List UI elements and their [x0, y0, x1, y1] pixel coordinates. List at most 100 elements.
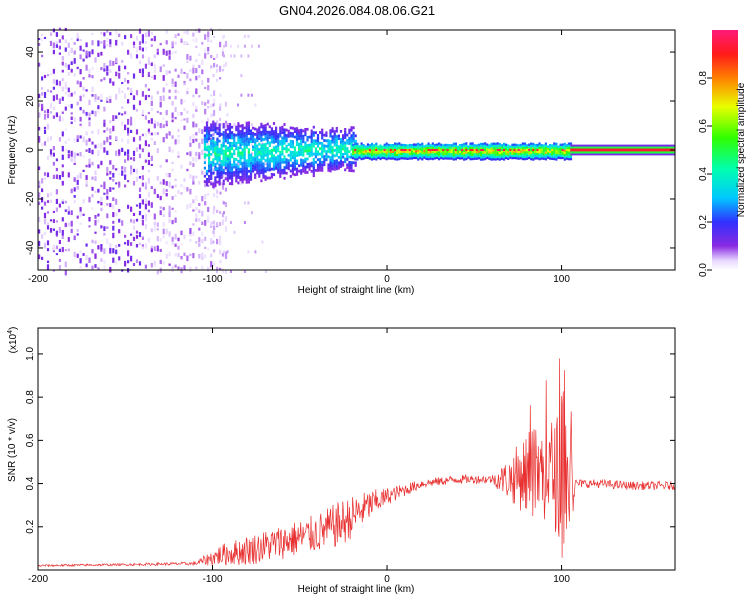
spectrogram-cell — [228, 136, 232, 140]
spectrogram-cell — [213, 224, 216, 231]
spectrogram-cell — [402, 157, 405, 160]
spectrogram-cell — [203, 147, 206, 151]
spectrogram-cell — [448, 150, 451, 154]
spectrogram-cell — [127, 180, 130, 183]
spectrogram-cell — [168, 173, 171, 178]
spectrogram-cell — [254, 160, 257, 163]
spectrogram-cell — [329, 161, 332, 165]
spectrogram-cell — [135, 129, 139, 135]
spectrogram-cell — [511, 152, 514, 155]
spectrogram-cell — [192, 175, 195, 182]
spectrogram-cell — [240, 74, 243, 78]
spectrogram-cell — [567, 149, 570, 152]
spectrogram-cell — [212, 230, 215, 234]
spectrogram-cell — [360, 146, 363, 150]
spectrogram-cell — [239, 138, 242, 141]
spectrogram-cell — [235, 144, 238, 148]
spectrogram-cell — [216, 120, 219, 126]
spectrogram-cell — [79, 81, 82, 88]
spectrogram-cell — [549, 155, 552, 158]
spectrogram-cell — [502, 158, 506, 161]
spectrogram-cell — [325, 144, 328, 148]
spectrogram-cell — [171, 41, 174, 48]
spectrogram-cell — [505, 156, 508, 160]
spectrogram-cell — [333, 140, 336, 144]
spectrogram-cell — [425, 148, 428, 152]
spectrogram-cell — [366, 143, 369, 146]
spectrogram-cell — [258, 148, 261, 151]
spectrogram-cell — [396, 142, 399, 146]
spectrogram-cell — [452, 151, 455, 154]
spectrogram-cell — [174, 89, 177, 94]
spectrogram-cell — [41, 206, 44, 210]
spectrogram-cell — [226, 141, 229, 144]
spectrogram-cell — [201, 239, 204, 244]
spectrogram-cell — [82, 93, 85, 98]
spectrogram-cell — [233, 157, 236, 161]
spectrogram-cell — [534, 144, 537, 147]
spectrogram-cell — [534, 150, 537, 153]
spectrogram-cell — [165, 110, 168, 116]
spectrogram-cell — [100, 207, 103, 212]
spectrogram-cell — [304, 160, 307, 164]
spectrogram-cell — [210, 94, 213, 97]
spectrogram-cell — [216, 222, 219, 227]
spectrogram-cell — [456, 147, 459, 151]
spectrogram-cell — [252, 132, 255, 135]
spectrogram-cell — [218, 172, 221, 175]
spectrogram-cell — [450, 150, 453, 154]
spectrogram-cell — [112, 61, 115, 66]
spectrogram-cell — [446, 157, 449, 160]
spectrogram-cell — [335, 129, 338, 133]
spectrogram-cell — [118, 173, 121, 176]
spectrogram-cell — [218, 166, 221, 170]
spectrogram-cell — [463, 142, 466, 146]
spectrogram-cell — [553, 155, 556, 158]
spectrogram-cell — [247, 148, 250, 152]
spectrogram-cell — [427, 155, 430, 159]
spectrogram-cell — [438, 153, 441, 156]
spectrogram-cell — [224, 147, 227, 151]
spectrogram-cell — [121, 82, 124, 84]
spectrogram-cell — [97, 105, 100, 110]
spectrogram-cell — [252, 167, 255, 170]
spectrogram-cell — [64, 249, 67, 252]
spectrogram-cell — [398, 151, 401, 154]
spectrogram-cell — [268, 163, 271, 166]
spectrogram-cell — [64, 27, 67, 31]
spectrogram-cell — [224, 120, 228, 124]
spectrogram-cell — [174, 95, 177, 100]
spectrogram-cell — [555, 144, 558, 148]
spectrogram-cell — [553, 144, 556, 147]
spectrogram-cell — [118, 181, 121, 186]
spectrogram-cell — [201, 80, 204, 86]
spectrogram-cell — [362, 148, 365, 151]
spectrogram-cell — [331, 129, 334, 133]
spectrogram-cell — [100, 93, 103, 99]
spectrogram-cell — [316, 158, 320, 162]
spectrogram-cell — [162, 232, 165, 239]
spectrogram-cell — [553, 153, 556, 156]
spectrogram-cell — [404, 149, 408, 151]
spectrogram-cell — [100, 184, 103, 188]
spectrogram-cell — [385, 151, 388, 154]
spectrogram-cell — [228, 158, 232, 161]
spectrogram-cell — [216, 68, 219, 73]
spectrogram-cell — [417, 158, 420, 161]
spectrogram-cell — [379, 153, 382, 156]
spectrogram-cell — [49, 40, 53, 46]
spectrogram-cell — [348, 169, 351, 172]
spectrogram-cell — [231, 177, 234, 180]
spectrogram-cell — [254, 157, 257, 161]
spectrogram-cell — [279, 169, 282, 173]
spectrogram-cell — [97, 109, 100, 114]
spectrogram-cell — [559, 154, 562, 157]
spectrogram-cell — [61, 171, 64, 178]
spectrogram-cell — [310, 140, 313, 143]
spectrogram-cell — [354, 144, 357, 148]
spectrogram-cell — [245, 145, 248, 149]
spectrogram-cell — [210, 134, 213, 137]
spectrogram-cell — [519, 154, 522, 158]
spectrogram-cell — [73, 177, 76, 182]
spectrogram-cell — [224, 172, 227, 175]
